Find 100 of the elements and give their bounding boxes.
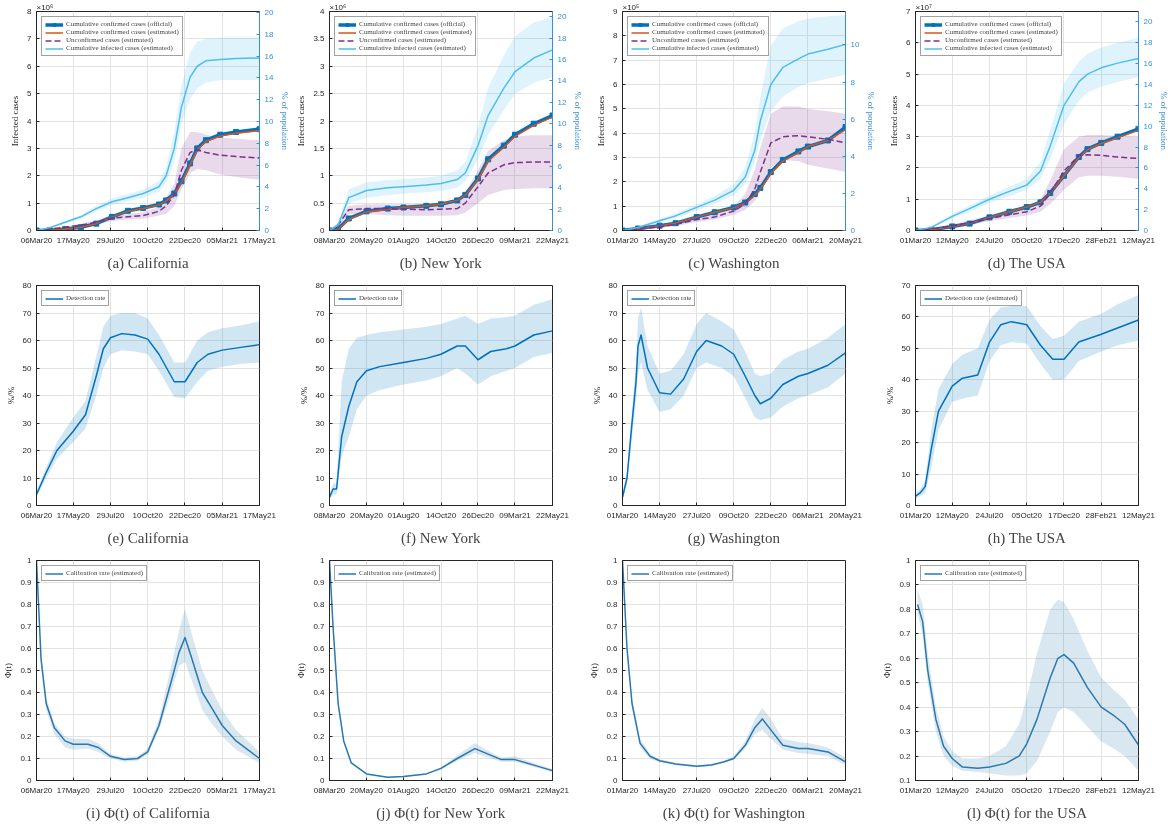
x-tick-label: 22Dec20 (754, 235, 788, 245)
x-tick-label: 17Dec20 (1047, 785, 1081, 795)
y-tick-label: 0.4 (606, 688, 619, 697)
x-tick-label: 14May20 (643, 510, 677, 520)
y2-tick-label: 0 (1143, 226, 1149, 235)
x-tick-label: 01Mar20 (899, 785, 932, 795)
y-tick-label: 0.3 (313, 710, 326, 719)
x-tick-label: 06Mar20 (20, 510, 53, 520)
y-tick-label: 1 (27, 198, 33, 208)
y2-tick-label: 10 (1143, 121, 1153, 131)
y-tick-label: 10 (315, 473, 326, 483)
y-tick-label: 0.1 (899, 776, 912, 785)
y-tick-label: 3 (613, 153, 619, 162)
y2-axis-title: % of population (866, 92, 877, 151)
x-tick-label: 26Dec20 (461, 510, 495, 520)
y-tick-label: 0.1 (606, 754, 619, 763)
y-tick-label: 4 (27, 116, 33, 126)
y-tick-label: 0 (613, 226, 619, 235)
text: (a) California (107, 254, 189, 272)
x-tick-label: 17May20 (56, 510, 91, 520)
text: (l) Φ(t) for the USA (966, 804, 1088, 822)
x-tick-label: 29Jul20 (96, 510, 126, 520)
x-tick-label: 05Mar21 (206, 510, 239, 520)
x-tick-label: 17May21 (243, 510, 277, 520)
y-tick-label: 1 (613, 201, 619, 211)
y-tick-label: 0.1 (20, 754, 33, 763)
y-axis-title: Φ(t) (296, 662, 307, 679)
annotation: ×10⁵ (622, 2, 640, 12)
text: (i) Φ(t) of California (86, 804, 211, 822)
y-tick-label: 0 (27, 501, 33, 510)
y-tick-label: 0.6 (606, 644, 619, 653)
x-tick-label: 01Mar20 (899, 235, 932, 245)
y-tick-label: 0.7 (899, 629, 912, 639)
y-tick-label: 0.2 (20, 732, 33, 741)
x-tick-label: 01Aug20 (387, 785, 421, 795)
y-tick-label: 50 (315, 363, 326, 373)
y2-tick-label: 10 (557, 119, 567, 129)
y-tick-label: 0.5 (313, 198, 326, 208)
x-tick-label: 01Mar20 (606, 785, 639, 795)
y-tick-label: 1 (320, 556, 326, 565)
x-tick-label: 24Jul20 (975, 510, 1005, 520)
x-tick-label: 17Dec20 (1047, 235, 1081, 245)
y-tick-label: 6 (906, 38, 912, 48)
y-tick-label: 0 (320, 501, 326, 510)
x-tick-label: 22Dec20 (168, 510, 202, 520)
y2-tick-label: 20 (1143, 17, 1153, 27)
x-tick-label: 01Aug20 (387, 510, 421, 520)
x-tick-label: 09Mar21 (499, 235, 532, 245)
y-tick-label: 60 (22, 336, 33, 345)
x-tick-label: 14May20 (643, 785, 677, 795)
x-tick-label: 26Dec20 (461, 785, 495, 795)
y-tick-label: 20 (315, 446, 326, 455)
y-axis-title: Φ(t) (589, 662, 600, 679)
x-tick-label: 14May20 (643, 235, 677, 245)
x-tick-label: 09Oct20 (718, 235, 750, 245)
y-tick-label: 4 (613, 128, 619, 138)
text: (d) The USA (987, 254, 1067, 272)
y2-tick-label: 8 (557, 140, 563, 150)
y-tick-label: 6 (613, 80, 619, 89)
y-tick-label: 8 (27, 7, 33, 16)
y-tick-label: 1 (27, 556, 33, 565)
x-tick-label: 01Aug20 (387, 235, 421, 245)
x-tick-label: 05Oct20 (1011, 510, 1043, 520)
y2-tick-label: 16 (1143, 59, 1153, 69)
y-tick-label: 3 (906, 132, 912, 142)
x-tick-label: 17May21 (243, 235, 277, 245)
x-tick-label: 22Dec20 (168, 235, 202, 245)
x-tick-label: 01Mar20 (899, 510, 932, 520)
y-tick-label: 20 (608, 446, 619, 455)
y-tick-label: 40 (901, 375, 912, 385)
x-tick-label: 14Oct20 (425, 785, 457, 795)
x-tick-label: 12May21 (1122, 785, 1156, 795)
y-tick-label: 0.3 (606, 710, 619, 719)
y-axis-title: Φ(t) (882, 662, 893, 679)
text: (b) New York (399, 254, 483, 272)
y2-axis-title: % of population (280, 92, 291, 151)
y-tick-label: 2 (613, 177, 619, 187)
y-tick-label: 10 (22, 473, 33, 483)
y-tick-label: 30 (901, 406, 912, 416)
y-tick-label: 10 (901, 469, 912, 479)
y2-tick-label: 2 (557, 204, 563, 214)
y-tick-label: 60 (901, 312, 912, 322)
y-tick-label: 2 (320, 116, 326, 126)
y-tick-label: 0.9 (20, 578, 33, 587)
x-tick-label: 06Mar20 (20, 785, 53, 795)
y-tick-label: 0 (27, 776, 33, 785)
x-tick-label: 22May21 (536, 785, 570, 795)
y-tick-label: 50 (901, 343, 912, 353)
y-tick-label: 30 (22, 418, 33, 428)
x-tick-label: 09Mar21 (499, 510, 532, 520)
y2-tick-label: 14 (264, 73, 274, 83)
x-tick-label: 20May20 (350, 235, 384, 245)
text: (h) The USA (987, 529, 1067, 547)
y-tick-label: 1 (320, 171, 326, 181)
y-axis-title: %/% (884, 386, 895, 405)
y-tick-label: 0.2 (313, 732, 326, 741)
y-tick-label: 8 (613, 31, 619, 41)
y2-tick-label: 14 (557, 76, 567, 86)
y-tick-label: 30 (315, 418, 326, 428)
y2-axis-title: % of population (573, 92, 584, 151)
